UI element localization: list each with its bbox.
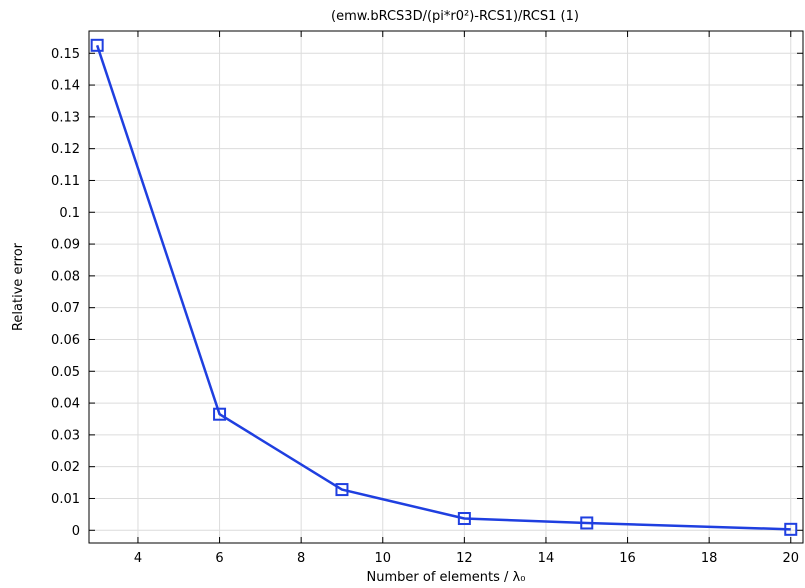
data-point-marker — [213, 407, 227, 421]
y-tick-label: 0.13 — [51, 110, 80, 125]
x-tick-label: 14 — [538, 551, 555, 566]
y-axis-title: Relative error — [11, 242, 26, 331]
series-line — [95, 44, 791, 531]
x-tick-label: 12 — [456, 551, 473, 566]
series — [90, 38, 798, 536]
x-tick-label: 18 — [701, 551, 718, 566]
grid — [89, 31, 803, 543]
y-tick-label: 0.11 — [51, 174, 80, 189]
x-tick-label: 8 — [297, 551, 305, 566]
y-tick-label: 0.06 — [51, 333, 80, 348]
y-tick-label: 0.04 — [51, 397, 80, 412]
x-tick-label: 16 — [619, 551, 636, 566]
y-tick-label: 0.07 — [51, 301, 80, 316]
y-tick-label: 0.08 — [51, 269, 80, 284]
y-tick-label: 0.09 — [51, 238, 80, 253]
x-tick-label: 4 — [134, 551, 142, 566]
x-tick-label: 10 — [374, 551, 391, 566]
x-tick-label: 20 — [782, 551, 799, 566]
ticks: 4 6 8 10 12 14 16 18 20 0 0.01 0.02 0.03 0.04 0.05 0.06… — [51, 31, 803, 566]
y-tick-label: 0.01 — [51, 492, 80, 507]
y-tick-label: 0.14 — [51, 79, 80, 94]
y-tick-label: 0.03 — [51, 428, 80, 443]
data-point-marker — [580, 516, 594, 530]
chart-title: (emw.bRCS3D/(pi*r0²)-RCS1)/RCS1 (1) — [331, 9, 579, 24]
data-point-marker — [90, 38, 104, 52]
plot-frame — [88, 30, 804, 544]
y-tick-label: 0.1 — [59, 206, 80, 221]
y-tick-label: 0 — [72, 524, 80, 539]
x-axis-title: Number of elements / λ₀ — [367, 570, 526, 585]
y-tick-label: 0.15 — [51, 47, 80, 62]
y-tick-label: 0.02 — [51, 460, 80, 475]
y-tick-label: 0.12 — [51, 142, 80, 157]
data-point-marker — [335, 483, 349, 497]
x-tick-label: 6 — [215, 551, 223, 566]
y-tick-label: 0.05 — [51, 365, 80, 380]
data-point-marker — [457, 512, 471, 526]
data-point-marker — [784, 522, 798, 536]
